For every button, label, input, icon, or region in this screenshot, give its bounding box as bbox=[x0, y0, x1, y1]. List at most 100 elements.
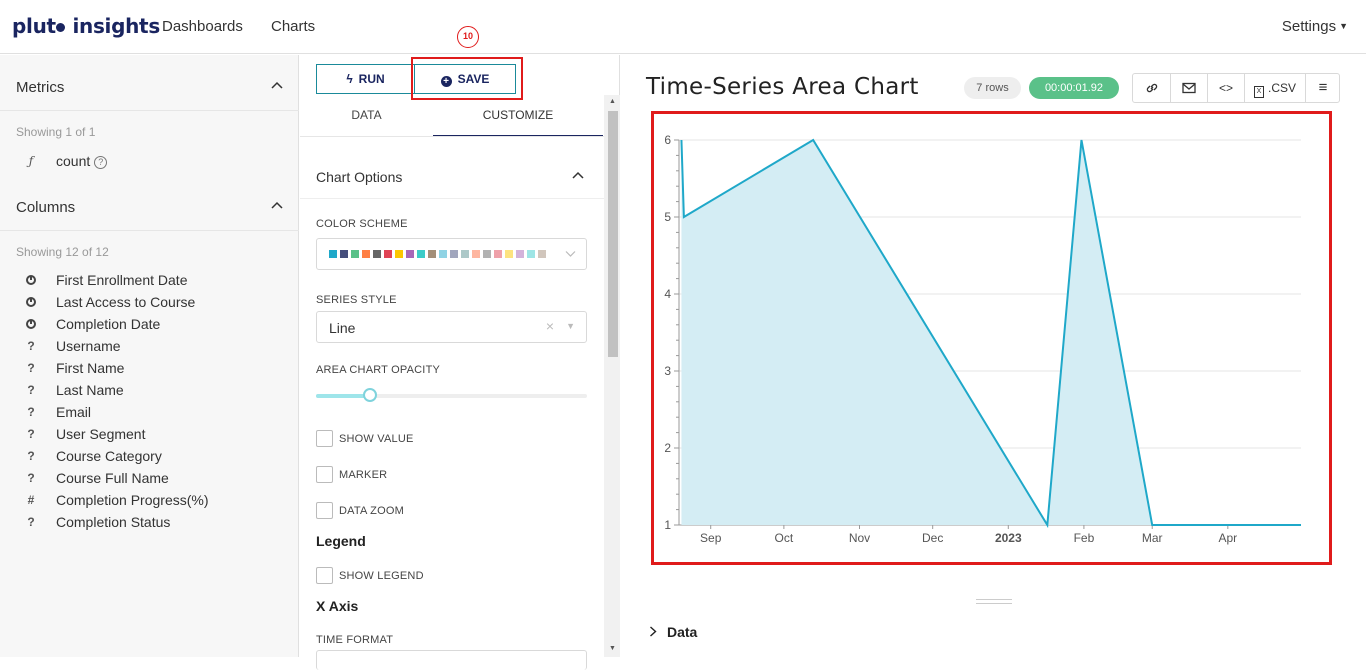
column-item[interactable]: ?Last Name bbox=[0, 380, 299, 402]
column-label: Completion Status bbox=[56, 514, 170, 530]
x-tick-label: Dec bbox=[922, 531, 943, 545]
show-value-label: SHOW VALUE bbox=[339, 433, 414, 445]
column-item[interactable]: ? Completion Status bbox=[0, 512, 299, 534]
email-button[interactable] bbox=[1170, 74, 1207, 102]
color-swatch bbox=[351, 250, 359, 258]
metrics-title: Metrics bbox=[16, 79, 64, 96]
question-icon: ? bbox=[24, 361, 38, 375]
color-swatch bbox=[472, 250, 480, 258]
clock-shape bbox=[26, 297, 36, 307]
column-label: Last Access to Course bbox=[56, 294, 195, 310]
column-label: Username bbox=[56, 338, 121, 354]
lightning-icon: ϟ bbox=[346, 72, 352, 86]
checkbox-box[interactable] bbox=[316, 466, 333, 483]
nav-charts[interactable]: Charts bbox=[271, 18, 315, 35]
tab-data[interactable]: DATA bbox=[316, 100, 417, 137]
series-style-label: SERIES STYLE bbox=[316, 294, 397, 306]
clock-icon bbox=[24, 295, 38, 309]
time-format-label: TIME FORMAT bbox=[316, 634, 393, 646]
column-item[interactable]: Completion Date bbox=[0, 314, 299, 336]
color-swatch bbox=[516, 250, 524, 258]
resize-handle[interactable] bbox=[976, 599, 1012, 604]
chart-options-header[interactable]: Chart Options bbox=[300, 145, 604, 199]
column-label: Last Name bbox=[56, 382, 124, 398]
menu-icon: ≡ bbox=[1319, 79, 1328, 96]
column-item[interactable]: ?Course Category bbox=[0, 446, 299, 468]
logo[interactable]: plut insights bbox=[12, 14, 160, 38]
logo-text-end: insights bbox=[66, 14, 160, 38]
tabs-divider bbox=[300, 136, 604, 137]
step-badge: 10 bbox=[457, 26, 479, 48]
settings-menu[interactable]: Settings▼ bbox=[1282, 18, 1348, 35]
column-item[interactable]: ?Email bbox=[0, 402, 299, 424]
color-swatch bbox=[329, 250, 337, 258]
column-label: User Segment bbox=[56, 426, 145, 442]
chart-title[interactable]: Time-Series Area Chart bbox=[646, 74, 919, 100]
export-csv-button[interactable]: X.CSV bbox=[1244, 74, 1305, 102]
color-scheme-select[interactable] bbox=[316, 238, 587, 270]
y-tick-label: 2 bbox=[664, 441, 671, 455]
more-menu-button[interactable]: ≡ bbox=[1305, 74, 1340, 102]
column-label: Completion Progress(%) bbox=[56, 492, 209, 508]
color-swatch bbox=[538, 250, 546, 258]
scroll-up-icon[interactable]: ▲ bbox=[609, 98, 616, 105]
y-tick-label: 6 bbox=[664, 133, 671, 147]
timer-badge: 00:00:01.92 bbox=[1029, 77, 1119, 99]
column-item[interactable]: ?First Name bbox=[0, 358, 299, 380]
color-swatch bbox=[417, 250, 425, 258]
color-swatch bbox=[428, 250, 436, 258]
metric-name: count bbox=[56, 153, 90, 169]
link-icon bbox=[1145, 81, 1159, 95]
question-icon: ? bbox=[24, 515, 38, 529]
caret-down-icon: ▼ bbox=[566, 321, 575, 331]
marker-label: MARKER bbox=[339, 469, 387, 481]
opacity-slider-handle[interactable] bbox=[363, 388, 377, 402]
question-icon: ? bbox=[24, 427, 38, 441]
opacity-label: AREA CHART OPACITY bbox=[316, 364, 440, 376]
column-item[interactable]: ?Username bbox=[0, 336, 299, 358]
columns-section-header[interactable]: Columns bbox=[0, 175, 299, 231]
chevron-up-icon bbox=[271, 81, 283, 89]
nav-dashboards[interactable]: Dashboards bbox=[162, 18, 243, 35]
color-swatch bbox=[384, 250, 392, 258]
mail-icon bbox=[1182, 82, 1196, 94]
column-item[interactable]: ? User Segment bbox=[0, 424, 299, 446]
column-item[interactable]: First Enrollment Date bbox=[0, 270, 299, 292]
opacity-slider-fill bbox=[316, 394, 370, 398]
checkbox-box[interactable] bbox=[316, 567, 333, 584]
chart-panel: Time-Series Area Chart 7 rows 00:00:01.9… bbox=[621, 55, 1366, 657]
time-format-select[interactable] bbox=[316, 650, 587, 670]
column-item[interactable]: Last Access to Course bbox=[0, 292, 299, 314]
embed-code-button[interactable]: <> bbox=[1207, 74, 1244, 102]
hash-icon: # bbox=[24, 493, 38, 507]
clear-icon[interactable]: × bbox=[546, 318, 554, 334]
checkbox-box[interactable] bbox=[316, 430, 333, 447]
scroll-down-icon[interactable]: ▼ bbox=[609, 645, 616, 652]
help-icon[interactable]: ? bbox=[94, 156, 107, 169]
series-style-select[interactable]: Line × ▼ bbox=[316, 311, 587, 343]
tab-customize[interactable]: CUSTOMIZE bbox=[433, 100, 603, 137]
column-label: Course Category bbox=[56, 448, 162, 464]
color-swatch bbox=[373, 250, 381, 258]
metric-item[interactable]: ƒ count? bbox=[0, 151, 299, 173]
column-item[interactable]: ?Course Full Name bbox=[0, 468, 299, 490]
metrics-section-header[interactable]: Metrics bbox=[0, 55, 299, 111]
data-section-toggle[interactable]: Data bbox=[649, 624, 697, 640]
scrollbar-thumb[interactable] bbox=[608, 111, 618, 357]
caret-down-icon: ▼ bbox=[1339, 21, 1348, 31]
column-item[interactable]: # Completion Progress(%) bbox=[0, 490, 299, 512]
checkbox-box[interactable] bbox=[316, 502, 333, 519]
controls-scrollbar[interactable]: ▲ ▼ bbox=[604, 95, 620, 657]
opacity-slider-track[interactable] bbox=[316, 394, 587, 398]
clock-icon bbox=[24, 317, 38, 331]
y-tick-label: 3 bbox=[664, 364, 671, 378]
link-button[interactable] bbox=[1133, 74, 1170, 102]
show-legend-label: SHOW LEGEND bbox=[339, 570, 424, 582]
csv-icon: X bbox=[1254, 86, 1264, 98]
x-tick-label: Oct bbox=[775, 531, 794, 545]
chevron-up-icon bbox=[271, 201, 283, 209]
